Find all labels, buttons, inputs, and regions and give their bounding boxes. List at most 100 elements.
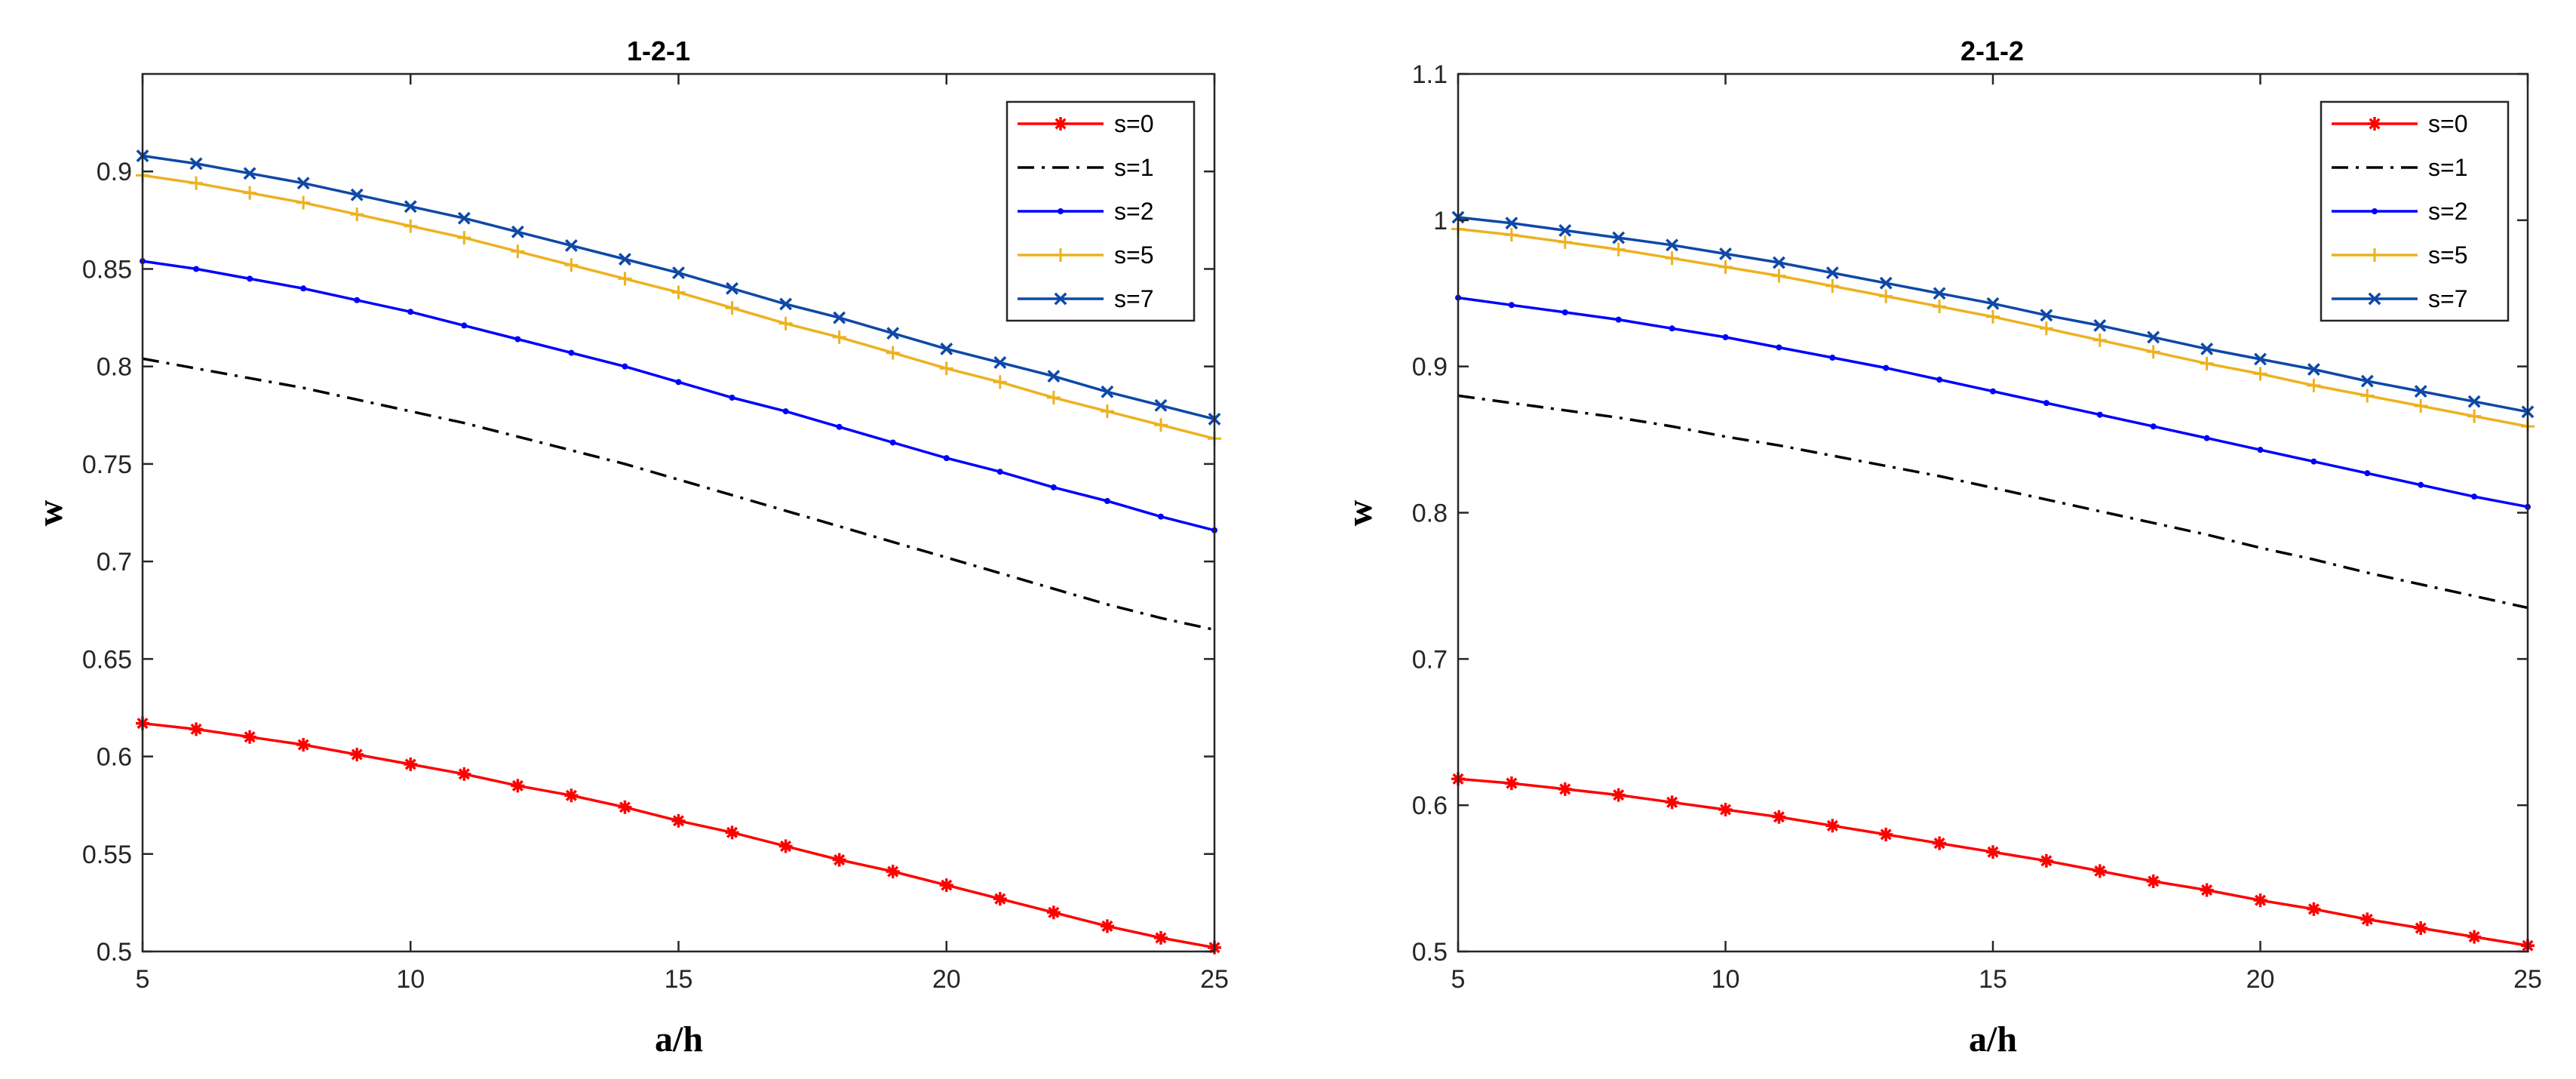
chart-1-plot	[136, 149, 1221, 954]
data-point-s=7	[1879, 276, 1893, 290]
data-point-s=2	[1883, 364, 1890, 371]
data-point-s=7	[1154, 398, 1168, 412]
data-point-s=2	[1776, 344, 1782, 351]
y-tick-label: 0.9	[1412, 353, 1448, 382]
data-point-s=2	[2043, 400, 2049, 407]
legend-label: s=0	[2428, 110, 2467, 137]
legend-label: s=5	[1114, 241, 1153, 269]
legend-label: s=7	[1114, 285, 1153, 312]
data-point-s=0	[404, 757, 418, 771]
chart-2-x-ticks: 5 10 15 20 25	[1451, 74, 2542, 994]
chart-1-title: 1-2-1	[627, 35, 690, 66]
data-point-s=2	[2257, 447, 2264, 453]
data-point-s=7	[619, 253, 631, 266]
chart-2-title: 2-1-2	[1960, 35, 2024, 66]
data-point-s=0	[886, 865, 900, 879]
legend-marker-s=5	[1054, 248, 1067, 262]
data-point-s=2	[782, 408, 789, 415]
data-point-s=5	[1046, 391, 1061, 405]
data-point-s=0	[564, 788, 579, 803]
data-point-s=0	[1986, 845, 2000, 859]
data-point-s=5	[1772, 269, 1786, 283]
data-point-s=7	[672, 266, 685, 280]
y-tick-label: 0.55	[82, 841, 132, 869]
legend-label: s=5	[2428, 241, 2467, 269]
legend-marker-s=7	[2368, 292, 2381, 306]
y-tick-label: 0.85	[82, 255, 132, 284]
data-point-s=2	[1561, 309, 1568, 315]
data-point-s=2	[2310, 458, 2317, 465]
data-point-s=2	[2364, 470, 2371, 477]
data-point-s=7	[2360, 374, 2374, 388]
chart-2: 2-1-2 5 10 15 20 25 0.50.60.70.80.911.1 a/h …	[1340, 35, 2542, 1059]
chart-1-x-axis-label: a/h	[655, 1019, 703, 1059]
data-point-s=5	[2039, 321, 2053, 336]
data-point-s=0	[1046, 905, 1061, 920]
data-point-s=2	[2203, 435, 2210, 441]
data-point-s=5	[1153, 418, 1168, 432]
data-point-s=5	[2146, 345, 2160, 359]
data-point-s=0	[2414, 921, 2428, 935]
data-point-s=5	[296, 195, 311, 210]
x-tick-label: 10	[1712, 965, 1740, 994]
data-point-s=7	[2414, 385, 2427, 398]
data-point-s=5	[671, 285, 686, 300]
data-point-s=0	[2146, 874, 2160, 888]
data-point-s=7	[2307, 363, 2320, 376]
data-point-s=5	[404, 219, 418, 233]
data-point-s=5	[1504, 228, 1518, 242]
data-point-s=0	[778, 839, 793, 853]
y-tick-label: 0.5	[97, 938, 132, 967]
data-point-s=0	[671, 813, 686, 828]
data-point-s=0	[2253, 893, 2267, 908]
data-point-s=2	[407, 309, 414, 315]
legend-marker-s=0	[2368, 117, 2381, 131]
data-point-s=2	[1990, 388, 1996, 395]
data-point-s=0	[2307, 902, 2321, 916]
data-point-s=0	[1504, 776, 1518, 791]
data-point-s=2	[1508, 302, 1515, 309]
data-point-s=2	[514, 336, 521, 343]
chart-1: 1-2-1 5 10 15 20 25 0.5 0.55 0.6 0.65 0.7 0.75 0.8…	[30, 35, 1229, 1059]
data-point-s=5	[2200, 356, 2214, 370]
data-point-s=5	[189, 176, 204, 190]
legend-label: s=2	[2428, 198, 2467, 225]
data-point-s=5	[2307, 378, 2321, 392]
data-point-s=2	[622, 363, 628, 370]
data-point-s=2	[1829, 355, 1836, 361]
data-point-s=0	[832, 853, 846, 867]
y-tick-label: 0.6	[1412, 792, 1448, 820]
x-tick-label: 10	[396, 965, 425, 994]
data-point-s=0	[457, 767, 471, 781]
data-point-s=5	[778, 316, 793, 330]
data-point-s=5	[1718, 260, 1733, 274]
data-point-s=7	[1505, 217, 1518, 230]
data-point-s=0	[1611, 788, 1626, 802]
data-point-s=7	[726, 281, 738, 295]
chart-2-plot	[1451, 211, 2535, 953]
data-point-s=7	[1101, 385, 1114, 398]
data-point-s=5	[1879, 289, 1893, 303]
data-point-s=2	[1157, 513, 1164, 520]
x-tick-label: 25	[2513, 965, 2542, 994]
data-point-s=2	[461, 322, 468, 329]
y-tick-label: 0.7	[1412, 645, 1448, 674]
data-point-s=5	[2092, 333, 2107, 347]
data-point-s=5	[1933, 300, 1947, 314]
y-tick-label: 0.9	[97, 158, 132, 186]
data-point-s=7	[243, 167, 256, 180]
data-point-s=7	[350, 188, 364, 201]
data-point-s=5	[2253, 367, 2267, 381]
data-point-s=0	[243, 730, 257, 744]
y-tick-label: 1	[1433, 207, 1448, 235]
data-point-s=0	[1100, 919, 1114, 933]
chart-2-legend: s=0 s=1 s=2 s=5 s=7	[2320, 100, 2510, 322]
data-point-s=5	[1611, 242, 1626, 257]
data-point-s=2	[675, 379, 682, 386]
data-point-s=5	[2360, 389, 2375, 403]
x-tick-label: 20	[2246, 965, 2275, 994]
data-point-s=7	[1558, 223, 1572, 237]
data-point-s=2	[889, 439, 896, 446]
data-point-s=2	[1050, 484, 1057, 490]
